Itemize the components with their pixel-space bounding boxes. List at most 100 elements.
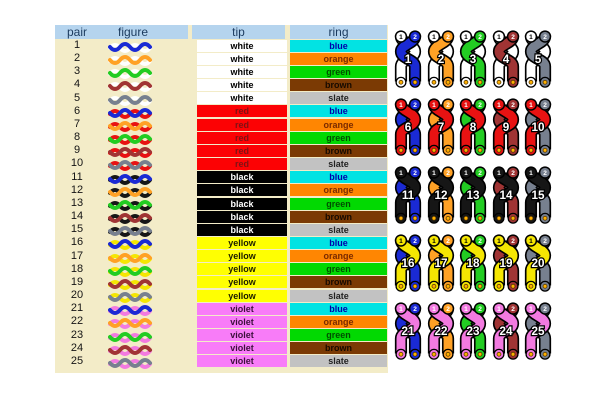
pair-number-overlay: 6 [405,121,412,134]
svg-text:1: 1 [497,102,501,109]
tip-color-cell: black [197,210,287,223]
figure-cell [108,224,154,238]
figure-twist-glyph [108,292,152,304]
table-row: 19 yellow brown [55,275,388,290]
svg-text:2: 2 [511,102,515,109]
svg-text:1: 1 [529,34,533,41]
figure-twist-glyph [108,226,152,238]
pair-twist-svg: 1 2 20 [524,234,552,292]
pair-twist-svg: 1 222 [427,302,454,360]
pair-color-table: pair figure tip ring 1 white blue 2 white ora… [55,25,388,373]
table-row: 8 red green [55,131,388,146]
tip-color-cell: yellow [197,250,287,263]
twisted-pair-illustration: 1 2 21 [393,300,423,362]
header-band-ring [290,25,387,39]
twisted-pair-illustration: 1 2 24 [491,300,521,362]
pair-number-overlay: 14 [499,189,513,202]
figure-twist-glyph [108,120,152,132]
column-header-tip: tip [232,25,245,39]
ring-color-cell: slate [290,223,387,236]
ring-wire-stroke [108,239,152,250]
figure-twist-glyph [108,134,152,146]
figure-twist-glyph [108,213,152,225]
ring-wire-stroke [108,344,152,355]
tip-color-cell: black [197,197,287,210]
pair-number: 19 [70,275,84,288]
ring-color-cell: blue [290,236,387,249]
pair-twist-svg: 1 2 17 [427,234,454,292]
ring-color-cell: blue [290,302,387,315]
pair-twist-svg: 1 2 7 [427,98,454,156]
pair-twist-svg: 1 2 19 [492,234,519,292]
pair-number: 6 [73,104,81,117]
pair-twist-svg: 1 2 9 [492,98,519,156]
ring-color-cell: green [290,197,387,210]
twisted-pair-illustration: 1 2 9 [491,96,521,158]
table-row: 16 yellow blue [55,236,388,251]
ring-color-cell: green [290,65,387,78]
svg-text:2: 2 [478,170,482,177]
svg-text:2: 2 [478,34,482,41]
table-row: 25 violet slate [55,355,388,369]
ring-wire-stroke [108,81,152,92]
svg-text:2: 2 [478,238,482,245]
twisted-pair-diagram-grid: 1 2 1 1 2 2 1 2 3 1 2 4 1 2 5 1 2 6 1 2 7 1 2 8 1 2 9 1 2 10 1 2 11 1 2 12 1… [393,28,558,368]
pair-twist-svg: 1 2 18 [459,234,487,292]
figure-twist-glyph [108,186,152,198]
svg-text:1: 1 [464,238,468,245]
svg-text:1: 1 [497,238,501,245]
pair-number: 18 [70,262,84,275]
svg-text:1: 1 [464,170,468,177]
svg-text:1: 1 [432,238,436,245]
table-row: 15 black slate [55,223,388,238]
figure-twist-glyph [108,252,152,264]
ring-wire-stroke [108,331,152,342]
svg-text:2: 2 [543,238,547,245]
figure-twist-glyph [108,107,152,119]
tip-color-cell: red [197,131,287,144]
table-row: 14 black brown [55,210,388,225]
twisted-pair-illustration: 1 2 10 [523,96,553,158]
ring-wire-stroke [108,186,152,197]
tip-color-cell: white [197,39,287,52]
figure-twist-glyph [108,357,152,369]
column-header-ring: ring [328,25,349,39]
ring-wire-stroke [108,278,152,289]
ring-color-cell: slate [290,158,387,171]
ring-color-cell: orange [290,118,387,131]
ring-color-cell: blue [290,105,387,118]
ring-color-cell: slate [290,92,387,105]
pair-number: 2 [73,52,81,65]
svg-text:1: 1 [399,34,403,41]
pair-number-overlay: 12 [434,189,448,202]
ring-wire-stroke [108,134,152,145]
figure-cell [108,53,154,67]
twisted-pair-illustration: 1 2 13 [458,164,488,226]
ring-wire-stroke [108,357,152,368]
svg-text:1: 1 [399,238,403,245]
table-row: 22 violet orange [55,315,388,330]
svg-text:1: 1 [432,306,436,313]
ring-color-cell: blue [290,39,387,52]
figure-cell [108,211,154,225]
ring-color-cell: brown [290,144,387,157]
table-row: 11 black blue [55,171,388,185]
ring-color-cell: green [290,329,387,342]
ring-color-cell: orange [290,250,387,263]
figure-cell [108,79,154,93]
twisted-pair-illustration: 1 2 4 [491,28,521,90]
tip-color-cell: white [197,52,287,65]
figure-twist-glyph [108,55,152,67]
tip-color-cell: yellow [197,276,287,289]
svg-text:1: 1 [497,170,501,177]
twisted-pair-illustration: 1 2 5 [523,28,553,90]
ring-wire-stroke [108,147,152,158]
figure-cell [108,145,154,159]
svg-text:2: 2 [413,170,417,177]
tip-color-cell: white [197,79,287,92]
pair-twist-svg: 1 2 24 [492,302,519,360]
svg-text:2: 2 [413,238,417,245]
ring-wire-stroke [108,213,152,224]
figure-cell [108,343,154,356]
svg-text:2: 2 [413,306,417,313]
